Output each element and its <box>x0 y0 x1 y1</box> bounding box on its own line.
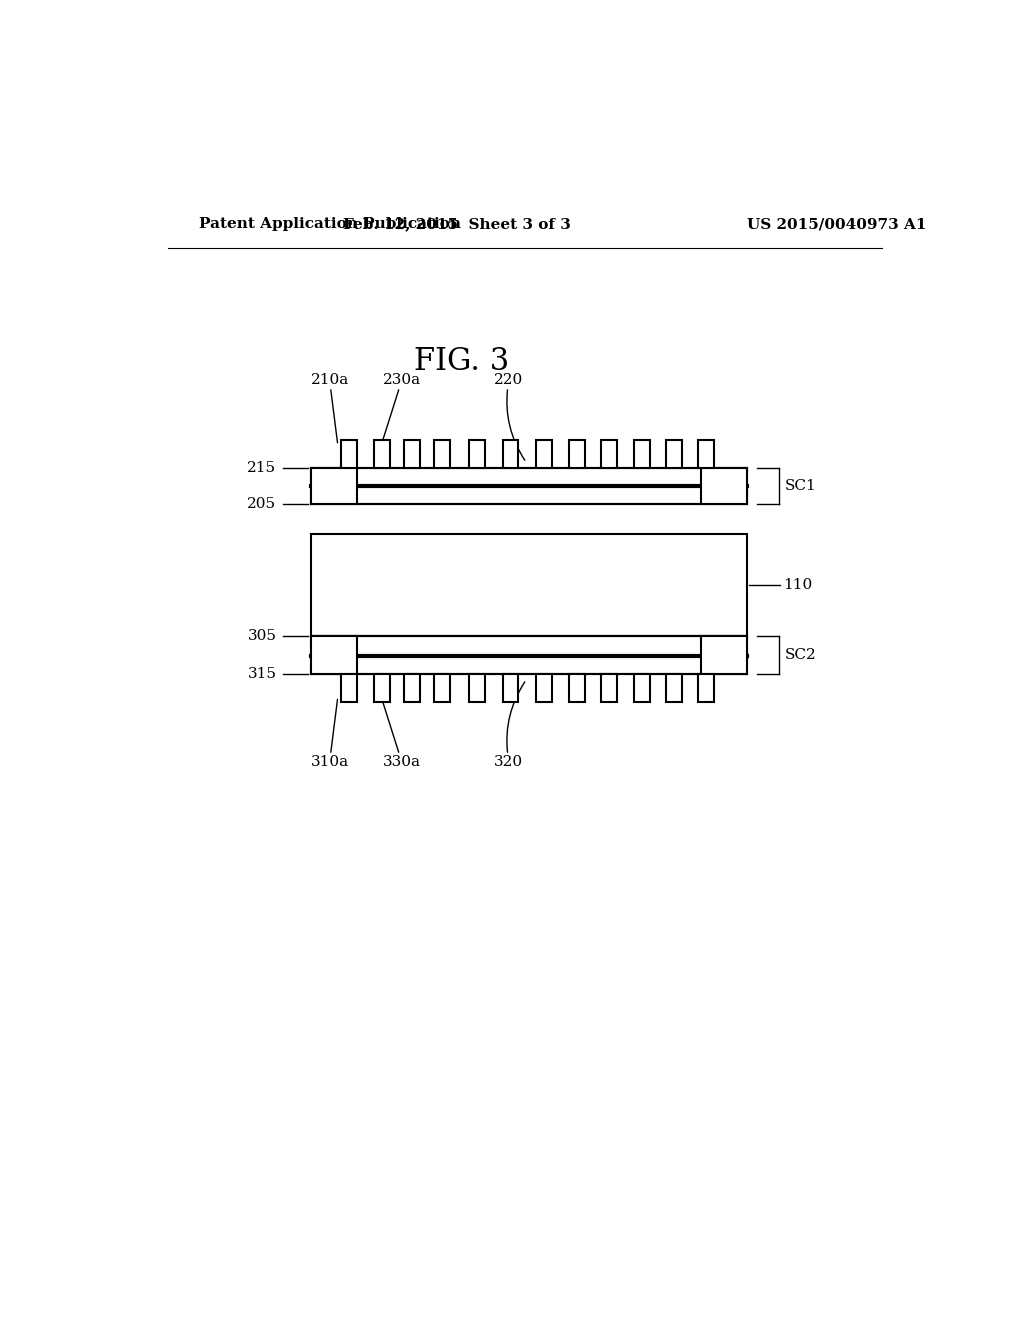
Text: 220: 220 <box>495 374 524 461</box>
Bar <box>569 673 585 702</box>
Bar <box>634 440 650 469</box>
Bar <box>404 673 420 702</box>
Text: 210a: 210a <box>310 374 349 442</box>
Text: 320: 320 <box>495 682 524 770</box>
Bar <box>374 440 390 469</box>
Bar <box>434 440 451 469</box>
Bar <box>341 673 356 702</box>
Bar <box>310 469 748 504</box>
Bar <box>666 673 682 702</box>
Bar <box>569 440 585 469</box>
Bar <box>469 440 485 469</box>
Bar <box>666 440 682 469</box>
Bar <box>697 673 714 702</box>
Bar <box>310 636 748 673</box>
Bar <box>469 673 485 702</box>
Bar <box>310 469 356 504</box>
Bar <box>601 673 616 702</box>
Text: 305: 305 <box>248 630 276 643</box>
Bar <box>634 673 650 702</box>
Bar <box>701 636 748 673</box>
Text: 315: 315 <box>248 667 276 681</box>
Text: 205: 205 <box>247 496 276 511</box>
Bar <box>536 440 552 469</box>
Bar <box>310 535 748 636</box>
Bar <box>701 469 748 504</box>
Bar <box>341 440 356 469</box>
Text: SC2: SC2 <box>785 648 817 661</box>
Bar <box>404 440 420 469</box>
Text: 110: 110 <box>783 578 813 593</box>
Bar <box>601 440 616 469</box>
Bar <box>434 673 451 702</box>
Text: FIG. 3: FIG. 3 <box>414 346 509 378</box>
Text: Patent Application Publication: Patent Application Publication <box>200 218 462 231</box>
Bar <box>503 440 518 469</box>
Text: 330a: 330a <box>382 700 421 770</box>
Text: 215: 215 <box>247 462 276 475</box>
Bar <box>374 673 390 702</box>
Text: SC1: SC1 <box>785 479 817 494</box>
Text: Feb. 12, 2015  Sheet 3 of 3: Feb. 12, 2015 Sheet 3 of 3 <box>343 218 571 231</box>
Text: 230a: 230a <box>382 374 421 442</box>
Bar <box>310 636 356 673</box>
Bar <box>697 440 714 469</box>
Text: 310a: 310a <box>310 700 348 770</box>
Bar <box>536 673 552 702</box>
Text: US 2015/0040973 A1: US 2015/0040973 A1 <box>748 218 927 231</box>
Bar <box>503 673 518 702</box>
